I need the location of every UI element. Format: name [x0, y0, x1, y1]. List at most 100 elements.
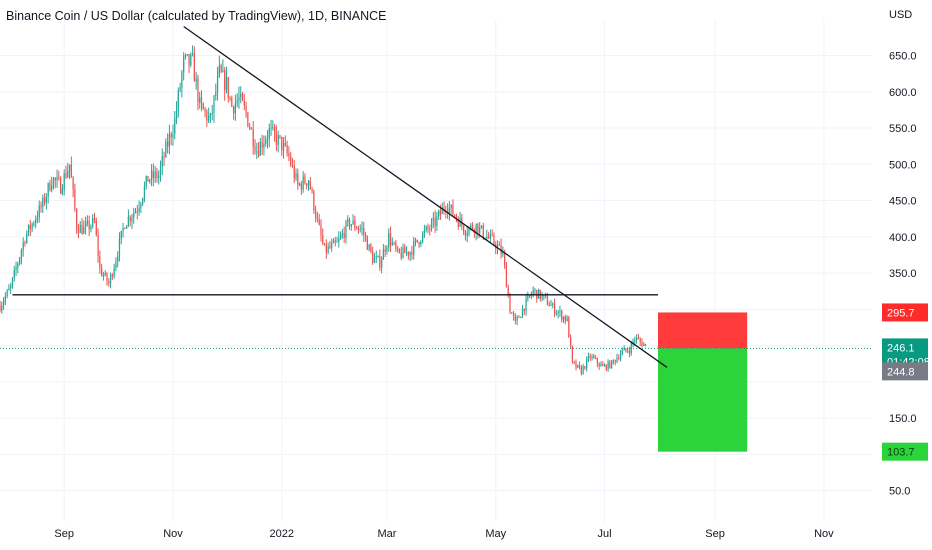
- currency-label: USD: [889, 9, 913, 21]
- candle-body: [229, 97, 231, 99]
- candle-body: [304, 176, 306, 184]
- candle-body: [520, 316, 522, 318]
- candle-body: [315, 210, 317, 218]
- candle-body: [161, 156, 163, 167]
- candle-body: [463, 225, 465, 233]
- candle-body: [327, 246, 329, 253]
- candle-body: [26, 233, 28, 243]
- target-price-label: 103.7: [887, 447, 915, 459]
- candle-body: [281, 136, 283, 151]
- candle-body: [111, 274, 113, 277]
- candle-body: [309, 180, 311, 189]
- candle-body: [245, 105, 247, 113]
- candle-body: [605, 364, 607, 370]
- candle-body: [67, 170, 69, 178]
- candle-body: [263, 143, 265, 148]
- candle-body: [643, 344, 645, 346]
- candle-body: [404, 247, 406, 254]
- candle-body: [395, 242, 397, 249]
- candle-body: [639, 339, 641, 342]
- candle-body: [571, 345, 574, 362]
- candle-body: [109, 274, 112, 284]
- y-tick-label: 150.0: [889, 413, 917, 425]
- candle-body: [306, 183, 308, 186]
- take-profit-zone: [658, 348, 748, 452]
- candle-body: [438, 210, 440, 217]
- candle-body: [332, 240, 335, 244]
- candle-body: [298, 183, 301, 185]
- candle-body: [195, 78, 197, 82]
- candle-body: [464, 232, 467, 236]
- candle-body: [300, 183, 302, 190]
- candle-body: [402, 247, 404, 258]
- candle-body: [548, 305, 550, 307]
- candle-body: [423, 230, 426, 233]
- candle-body: [302, 176, 304, 190]
- candle-body: [277, 135, 279, 145]
- candle-body: [475, 223, 477, 234]
- candle-body: [143, 186, 146, 199]
- candle-body: [270, 127, 272, 129]
- candle-body: [413, 241, 415, 255]
- candle-body: [450, 204, 452, 208]
- candle-body: [36, 217, 39, 220]
- candle-body: [272, 126, 274, 128]
- candle-body: [398, 249, 401, 253]
- candle-body: [152, 170, 154, 178]
- candle-body: [0, 305, 1, 311]
- candle-body: [1, 305, 3, 311]
- candle-body: [27, 224, 30, 234]
- candle-body: [623, 348, 625, 351]
- candle-body: [418, 242, 420, 245]
- candle-body: [379, 255, 381, 268]
- candle-body: [341, 233, 344, 236]
- candle-body: [532, 290, 534, 295]
- candle-body: [470, 225, 472, 228]
- candle-body: [345, 222, 347, 238]
- candle-body: [512, 313, 515, 317]
- candle-body: [545, 294, 547, 297]
- chart-title: Binance Coin / US Dollar (calculated by …: [6, 9, 387, 23]
- y-tick-label: 350.0: [889, 268, 917, 280]
- candle-body: [181, 72, 183, 88]
- candle-body: [225, 77, 228, 91]
- y-tick-label: 600.0: [889, 87, 917, 99]
- candle-body: [514, 316, 516, 321]
- candle-body: [461, 218, 463, 226]
- candle-body: [134, 211, 137, 214]
- candle-body: [334, 240, 336, 243]
- candle-body: [575, 362, 577, 368]
- candle-body: [184, 54, 187, 57]
- candle-body: [102, 275, 105, 277]
- candle-body: [589, 356, 591, 358]
- candle-body: [106, 273, 108, 282]
- candle-body: [95, 220, 97, 236]
- candle-body: [619, 353, 622, 359]
- candle-body: [222, 70, 224, 72]
- candle-body: [527, 295, 529, 299]
- x-tick-label: Nov: [163, 528, 183, 540]
- candle-body: [388, 233, 390, 248]
- candle-body: [600, 364, 602, 367]
- candle-body: [88, 221, 90, 230]
- candle-body: [108, 281, 110, 284]
- candle-body: [436, 216, 438, 226]
- candle-body: [168, 134, 171, 147]
- candle-body: [516, 317, 518, 321]
- candle-body: [288, 153, 290, 157]
- candle-body: [635, 337, 638, 340]
- descending-trendline: [183, 25, 668, 368]
- candle-body: [290, 156, 292, 165]
- candle-body: [208, 115, 210, 121]
- candle-body: [11, 277, 14, 286]
- candle-body: [509, 295, 511, 313]
- candle-body: [486, 236, 488, 239]
- candle-body: [364, 234, 367, 238]
- candle-body: [295, 173, 297, 179]
- candle-body: [338, 238, 340, 242]
- candle-body: [284, 143, 286, 146]
- candle-body: [377, 255, 379, 257]
- candle-body: [154, 171, 156, 178]
- candle-body: [480, 225, 483, 228]
